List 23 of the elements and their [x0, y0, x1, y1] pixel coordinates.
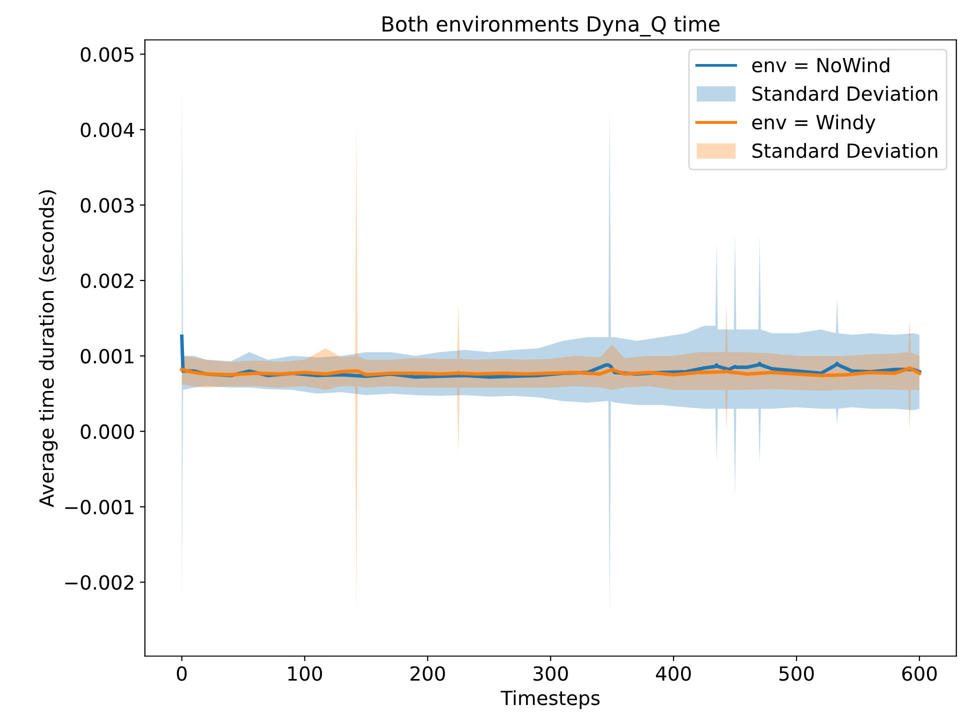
- y-tick-label: 0.005: [80, 47, 134, 62]
- annotation: Standard Deviation: [752, 142, 938, 158]
- annotation: Standard Deviation: [752, 86, 938, 101]
- y-tick-label: −0.001: [65, 500, 134, 514]
- y-tick-label: 0.004: [80, 122, 134, 138]
- y-axis-title: Average time duration (seconds): [38, 190, 58, 508]
- x-tick-label: 200: [410, 666, 445, 681]
- y-tick-label: 0.002: [80, 273, 134, 288]
- line-series: [180, 366, 922, 378]
- y-tick-label: 0.000: [80, 424, 134, 440]
- x-tick-label: 0: [176, 666, 187, 681]
- x-tick-label: 400: [656, 666, 691, 681]
- legend-label: env = Windy: [752, 114, 876, 134]
- x-tick-label: 300: [534, 666, 568, 681]
- y-tick-label: −0.002: [65, 575, 134, 590]
- x-axis-title: Timesteps: [500, 690, 600, 710]
- x-tick-label: 500: [779, 666, 814, 681]
- legend-label: env = NoWind: [752, 57, 890, 72]
- y-tick-label: 0.003: [80, 198, 134, 213]
- chart-title: Both environments Dyna_Q time: [382, 16, 720, 36]
- x-tick-label: 100: [288, 666, 322, 681]
- x-tick-label: 600: [902, 666, 937, 681]
- y-tick-label: 0.001: [80, 348, 134, 364]
